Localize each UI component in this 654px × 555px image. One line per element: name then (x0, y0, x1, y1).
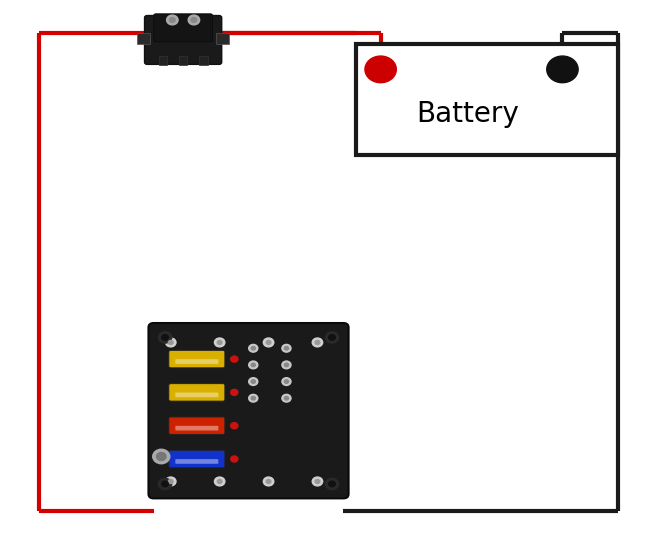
Bar (216, 33, 229, 44)
Circle shape (191, 18, 197, 22)
Circle shape (249, 361, 258, 369)
Circle shape (251, 380, 255, 384)
Circle shape (312, 338, 322, 347)
Circle shape (153, 449, 170, 464)
FancyBboxPatch shape (175, 459, 218, 464)
Circle shape (329, 481, 336, 487)
Circle shape (315, 480, 320, 483)
Circle shape (284, 380, 288, 384)
Circle shape (165, 338, 176, 347)
FancyBboxPatch shape (175, 426, 218, 431)
Circle shape (325, 478, 339, 490)
Circle shape (162, 335, 168, 340)
Bar (199, 57, 207, 65)
Circle shape (231, 389, 238, 396)
Text: Battery: Battery (416, 100, 519, 128)
Bar (179, 57, 188, 65)
Circle shape (251, 363, 255, 367)
Circle shape (168, 480, 173, 483)
Circle shape (249, 395, 258, 402)
Circle shape (264, 338, 274, 347)
Circle shape (215, 477, 225, 486)
Circle shape (325, 332, 339, 343)
Circle shape (251, 346, 255, 350)
Circle shape (251, 396, 255, 400)
Circle shape (315, 340, 320, 345)
Circle shape (266, 480, 271, 483)
Circle shape (264, 477, 274, 486)
FancyBboxPatch shape (148, 323, 349, 498)
Circle shape (215, 338, 225, 347)
Circle shape (329, 335, 336, 340)
FancyBboxPatch shape (169, 450, 225, 468)
Bar (159, 57, 167, 65)
Circle shape (156, 452, 166, 461)
Circle shape (282, 378, 291, 385)
Circle shape (169, 18, 175, 22)
Circle shape (312, 477, 322, 486)
FancyBboxPatch shape (169, 417, 225, 435)
Circle shape (547, 56, 578, 83)
FancyBboxPatch shape (175, 359, 218, 364)
FancyBboxPatch shape (145, 16, 222, 64)
FancyBboxPatch shape (169, 350, 225, 368)
Circle shape (282, 395, 291, 402)
Circle shape (231, 356, 238, 362)
Bar (137, 33, 150, 44)
Circle shape (158, 332, 172, 343)
Circle shape (365, 56, 396, 83)
Circle shape (168, 340, 173, 345)
Circle shape (282, 361, 291, 369)
Circle shape (231, 422, 238, 429)
Circle shape (217, 340, 222, 345)
Circle shape (284, 363, 288, 367)
Circle shape (217, 480, 222, 483)
Bar (356, 44, 618, 155)
Circle shape (249, 378, 258, 385)
Circle shape (282, 345, 291, 352)
Circle shape (167, 15, 178, 25)
Circle shape (165, 477, 176, 486)
Circle shape (284, 396, 288, 400)
Circle shape (231, 456, 238, 462)
Circle shape (284, 346, 288, 350)
Circle shape (158, 478, 172, 490)
FancyBboxPatch shape (175, 392, 218, 397)
Circle shape (162, 481, 168, 487)
Circle shape (266, 340, 271, 345)
FancyBboxPatch shape (154, 14, 213, 42)
Circle shape (188, 15, 199, 25)
Circle shape (249, 345, 258, 352)
FancyBboxPatch shape (169, 384, 225, 401)
